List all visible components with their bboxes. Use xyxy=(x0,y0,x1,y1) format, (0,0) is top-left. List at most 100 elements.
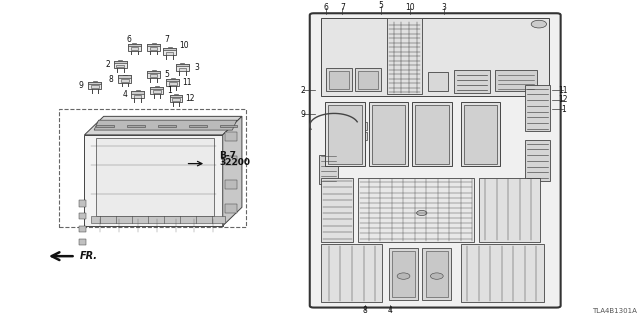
Circle shape xyxy=(417,211,427,216)
Bar xyxy=(351,122,367,131)
Bar xyxy=(479,178,540,242)
Bar xyxy=(358,178,474,242)
Bar xyxy=(147,71,160,73)
Bar xyxy=(88,82,101,84)
Bar xyxy=(321,178,353,242)
Text: 9: 9 xyxy=(78,81,83,90)
Bar xyxy=(332,122,348,131)
Text: TLA4B1301A: TLA4B1301A xyxy=(592,308,637,314)
Bar xyxy=(454,70,490,93)
Bar xyxy=(426,251,448,297)
Bar xyxy=(328,105,362,164)
Text: 10: 10 xyxy=(179,41,189,50)
Text: 9: 9 xyxy=(301,110,306,119)
Bar xyxy=(170,95,182,102)
Bar xyxy=(358,71,378,90)
Bar xyxy=(525,85,550,131)
Bar xyxy=(91,216,225,223)
Circle shape xyxy=(397,273,410,279)
Text: 12: 12 xyxy=(186,94,195,103)
Bar xyxy=(150,74,157,77)
Bar xyxy=(387,18,422,94)
Bar xyxy=(147,44,160,46)
Bar xyxy=(321,18,549,97)
Text: 5: 5 xyxy=(378,1,383,10)
Text: B-7: B-7 xyxy=(219,151,236,160)
Bar xyxy=(392,251,415,297)
Polygon shape xyxy=(84,116,242,135)
Bar xyxy=(128,44,141,46)
Bar xyxy=(163,48,176,55)
Bar xyxy=(464,105,497,164)
Circle shape xyxy=(531,20,547,28)
Bar xyxy=(150,47,157,50)
Bar xyxy=(372,105,405,164)
Bar xyxy=(170,95,182,97)
Text: 10: 10 xyxy=(404,3,415,12)
Text: 1: 1 xyxy=(561,105,566,114)
Bar xyxy=(428,72,448,91)
Bar xyxy=(114,61,127,63)
Bar xyxy=(88,82,101,89)
Bar xyxy=(412,102,452,166)
Bar xyxy=(351,132,367,140)
Bar xyxy=(225,132,237,141)
Bar xyxy=(147,71,160,78)
Bar xyxy=(415,105,449,164)
Bar xyxy=(163,48,176,51)
Text: 6: 6 xyxy=(127,35,132,44)
Text: 5: 5 xyxy=(164,70,169,79)
Bar xyxy=(157,125,175,127)
Bar xyxy=(169,82,177,85)
FancyBboxPatch shape xyxy=(310,13,561,308)
Text: 8: 8 xyxy=(108,75,113,84)
Bar xyxy=(355,68,381,91)
Text: 3: 3 xyxy=(194,63,199,72)
Bar xyxy=(166,79,179,86)
Bar xyxy=(461,102,500,166)
Text: 8: 8 xyxy=(362,306,367,315)
Text: 6: 6 xyxy=(324,3,329,12)
Bar xyxy=(176,64,189,71)
Bar xyxy=(225,156,237,165)
Bar xyxy=(150,87,163,89)
Bar xyxy=(319,155,338,184)
Bar xyxy=(96,138,214,216)
Bar xyxy=(79,200,86,207)
Bar xyxy=(153,90,161,93)
Bar xyxy=(369,102,408,166)
Bar xyxy=(176,64,189,67)
Text: 3: 3 xyxy=(441,3,446,12)
Bar xyxy=(131,47,138,50)
Bar xyxy=(179,68,186,71)
Bar xyxy=(422,248,451,300)
Bar xyxy=(118,76,131,78)
Polygon shape xyxy=(223,116,242,226)
Bar xyxy=(121,79,129,82)
Bar xyxy=(326,68,352,91)
Bar xyxy=(189,125,207,127)
Polygon shape xyxy=(84,135,223,226)
Bar xyxy=(91,85,99,88)
Bar xyxy=(389,248,418,300)
Bar xyxy=(79,213,86,220)
Bar xyxy=(131,92,144,93)
Bar xyxy=(461,244,544,302)
Text: 4: 4 xyxy=(388,306,393,315)
Text: 4: 4 xyxy=(122,91,127,100)
Bar xyxy=(220,125,237,127)
Bar xyxy=(79,239,86,245)
Bar xyxy=(166,52,173,55)
Bar xyxy=(147,44,160,51)
Bar xyxy=(128,44,141,51)
Bar xyxy=(525,140,550,181)
Bar xyxy=(225,180,237,189)
Bar xyxy=(332,132,348,140)
Text: 11: 11 xyxy=(559,86,568,95)
Bar xyxy=(131,92,144,99)
Bar xyxy=(118,76,131,83)
Text: 7: 7 xyxy=(164,35,169,44)
Text: 32200: 32200 xyxy=(219,158,250,167)
Bar xyxy=(114,61,127,68)
Bar xyxy=(96,125,114,127)
